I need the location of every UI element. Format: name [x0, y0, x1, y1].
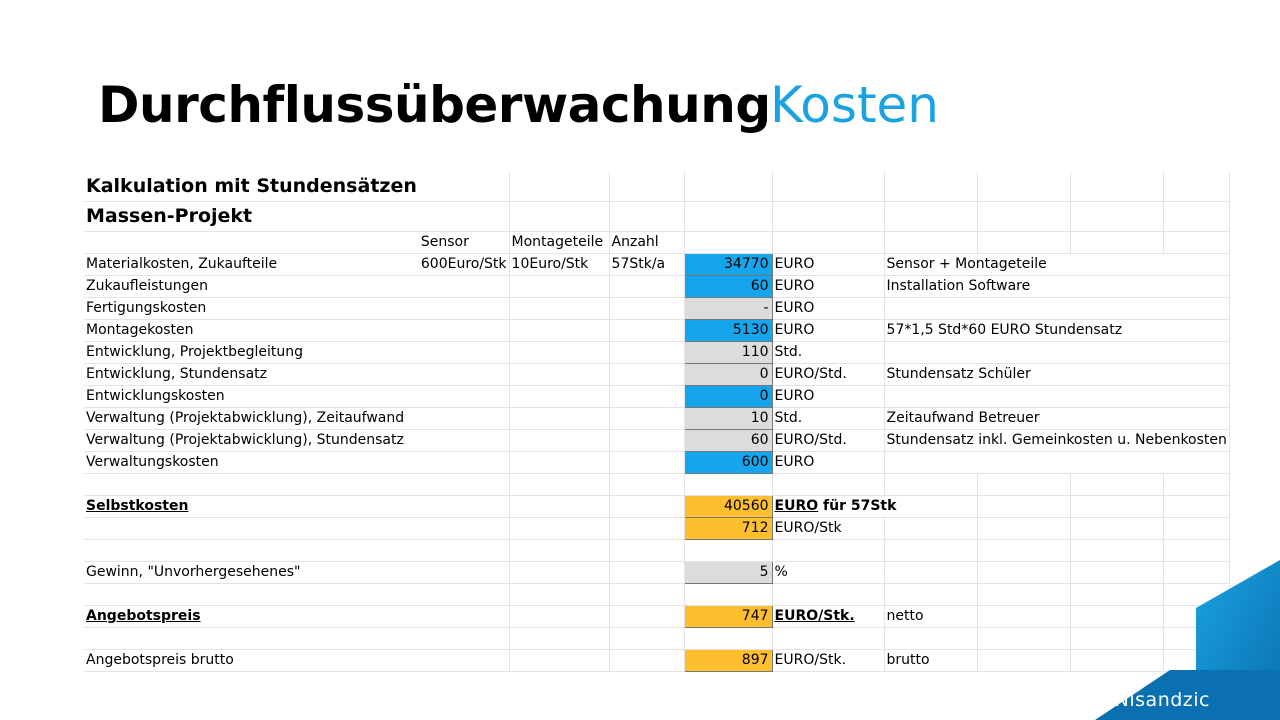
unit-cell: EURO — [772, 297, 885, 320]
table-row: Entwicklung, Projektbegleitung 110 Std. — [84, 341, 1230, 364]
table-row: Massen-Projekt — [84, 201, 1230, 232]
note-cell: Installation Software — [884, 275, 1230, 298]
column-header-anzahl: Anzahl — [609, 231, 685, 254]
row-label: Verwaltung (Projektabwicklung), Zeitaufw… — [84, 407, 419, 430]
note-cell — [884, 297, 1230, 320]
note-cell — [884, 341, 1230, 364]
unit-cell: Std. — [772, 341, 885, 364]
angebotspreis-unit: EURO/Stk. — [772, 605, 885, 628]
row-label: Montagekosten — [84, 319, 419, 342]
gewinn-value[interactable]: 5 — [683, 561, 773, 584]
cost-value-cell[interactable]: 110 — [683, 341, 773, 364]
sheet-heading: Kalkulation mit Stundensätzen — [84, 172, 419, 202]
note-cell — [884, 385, 1230, 408]
unit-cell: EURO — [772, 275, 885, 298]
corner-footer-band — [1095, 670, 1280, 720]
selbstkosten-unit: EURO für 57Stk — [772, 495, 978, 518]
table-row: Zukaufleistungen 60 EURO Installation So… — [84, 275, 1230, 298]
row-label: Entwicklung, Projektbegleitung — [84, 341, 419, 364]
note-cell: Sensor + Montageteile — [884, 253, 1230, 276]
selbstkosten-label: Selbstkosten — [84, 495, 419, 518]
angebotspreis-brutto-label: Angebotspreis brutto — [84, 649, 419, 672]
cost-value-cell[interactable]: 0 — [683, 385, 773, 408]
selbstkosten-unit-main: EURO — [774, 498, 819, 514]
selbstkosten-unit-rest: für 57Stk — [818, 498, 897, 514]
corner-decoration — [1095, 560, 1280, 720]
table-row: Angebotspreis brutto 897 EURO/Stk. brutt… — [84, 649, 1230, 672]
note-cell: Stundensatz inkl. Gemeinkosten u. Nebenk… — [884, 429, 1230, 452]
row-label: Verwaltung (Projektabwicklung), Stundens… — [84, 429, 419, 452]
note-cell: Zeitaufwand Betreuer — [884, 407, 1230, 430]
slide-title: Durchflussüberwachung — [98, 76, 771, 134]
per-piece-value[interactable]: 712 — [683, 517, 773, 540]
slide-subtitle: Kosten — [770, 76, 939, 134]
table-row: Angebotspreis 747 EURO/Stk. netto — [84, 605, 1230, 628]
sheet-subheading: Massen-Projekt — [84, 201, 419, 232]
selbstkosten-value[interactable]: 40560 — [683, 495, 773, 518]
table-row — [84, 539, 1230, 562]
table-row: Fertigungskosten - EURO — [84, 297, 1230, 320]
montage-price: 10Euro/Stk — [509, 253, 610, 276]
row-label: Fertigungskosten — [84, 297, 419, 320]
row-label: Materialkosten, Zukaufteile — [84, 253, 419, 276]
row-label: Zukaufleistungen — [84, 275, 419, 298]
table-row: Verwaltungskosten 600 EURO — [84, 451, 1230, 474]
table-row: Materialkosten, Zukaufteile 600Euro/Stk … — [84, 253, 1230, 276]
table-row: Entwicklungskosten 0 EURO — [84, 385, 1230, 408]
quantity: 57Stk/a — [609, 253, 685, 276]
row-label: Verwaltungskosten — [84, 451, 419, 474]
angebotspreis-label: Angebotspreis — [84, 605, 419, 628]
table-row: Selbstkosten 40560 EURO für 57Stk — [84, 495, 1230, 518]
gewinn-unit: % — [772, 561, 885, 584]
unit-cell: EURO/Std. — [772, 363, 885, 386]
gewinn-label: Gewinn, "Unvorhergesehenes" — [84, 561, 419, 584]
cost-value-cell[interactable]: - — [683, 297, 773, 320]
angebotspreis-brutto-unit: EURO/Stk. — [772, 649, 885, 672]
table-row: Entwicklung, Stundensatz 0 EURO/Std. Stu… — [84, 363, 1230, 386]
cost-value-cell[interactable]: 10 — [683, 407, 773, 430]
note-cell: 57*1,5 Std*60 EURO Stundensatz — [884, 319, 1230, 342]
angebotspreis-brutto-note: brutto — [884, 649, 978, 672]
table-row: Montagekosten 5130 EURO 57*1,5 Std*60 EU… — [84, 319, 1230, 342]
table-row: Kalkulation mit Stundensätzen — [84, 172, 1230, 202]
cost-value-cell[interactable]: 60 — [683, 275, 773, 298]
cost-calculation-table: Kalkulation mit Stundensätzen Massen-Pro… — [84, 172, 1230, 672]
table-row: 712 EURO/Stk — [84, 517, 1230, 540]
table-row: Sensor Montageteile Anzahl — [84, 231, 1230, 254]
cost-value-cell[interactable]: 600 — [683, 451, 773, 474]
table-row: Verwaltung (Projektabwicklung), Stundens… — [84, 429, 1230, 452]
unit-cell: EURO — [772, 253, 885, 276]
unit-cell: EURO — [772, 451, 885, 474]
cost-value-cell[interactable]: 5130 — [683, 319, 773, 342]
cost-value-cell[interactable]: 0 — [683, 363, 773, 386]
column-header-montageteile: Montageteile — [509, 231, 610, 254]
note-cell: Stundensatz Schüler — [884, 363, 1230, 386]
sensor-price: 600Euro/Stk — [418, 253, 510, 276]
table-row: Gewinn, "Unvorhergesehenes" 5 % — [84, 561, 1230, 584]
unit-cell: EURO — [772, 385, 885, 408]
unit-cell: EURO/Std. — [772, 429, 885, 452]
cost-value-cell[interactable]: 34770 — [683, 253, 773, 276]
column-header-sensor: Sensor — [418, 231, 510, 254]
unit-cell: Std. — [772, 407, 885, 430]
table-row — [84, 583, 1230, 606]
note-cell — [884, 451, 1230, 474]
per-piece-unit: EURO/Stk — [772, 517, 885, 540]
table-row: Verwaltung (Projektabwicklung), Zeitaufw… — [84, 407, 1230, 430]
angebotspreis-value[interactable]: 747 — [683, 605, 773, 628]
angebotspreis-brutto-value[interactable]: 897 — [683, 649, 773, 672]
row-label: Entwicklungskosten — [84, 385, 419, 408]
table-row — [84, 473, 1230, 496]
cost-value-cell[interactable]: 60 — [683, 429, 773, 452]
unit-cell: EURO — [772, 319, 885, 342]
footer-brand: Nisandzic — [1114, 689, 1210, 711]
angebotspreis-note: netto — [884, 605, 978, 628]
row-label: Entwicklung, Stundensatz — [84, 363, 419, 386]
